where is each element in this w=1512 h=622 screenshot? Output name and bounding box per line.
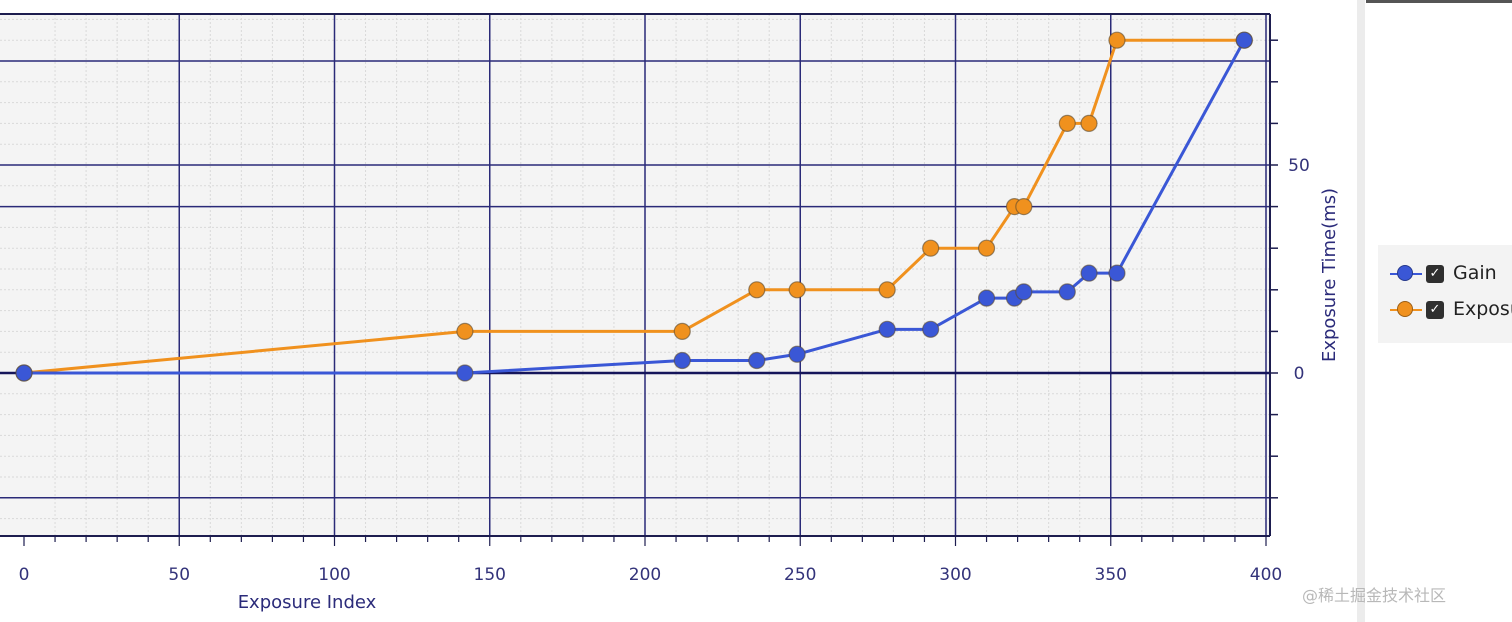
x-tick-label: 100 bbox=[318, 565, 350, 585]
data-point-gain bbox=[748, 351, 766, 370]
data-point-exposu bbox=[456, 322, 474, 340]
x-tick-label: 250 bbox=[784, 565, 816, 585]
data-point-exposu bbox=[922, 239, 940, 257]
data-point-exposu bbox=[977, 239, 996, 257]
data-point-exposu bbox=[1058, 114, 1076, 133]
data-point-exposu bbox=[878, 281, 896, 299]
y-tick-label: 50 bbox=[1288, 156, 1310, 176]
data-point-exposu bbox=[748, 281, 766, 299]
y-tick-label: 0 bbox=[1294, 364, 1305, 384]
data-point-gain bbox=[1015, 283, 1033, 301]
data-point-gain bbox=[456, 364, 474, 382]
x-tick-label: 50 bbox=[168, 565, 190, 585]
data-point-exposu bbox=[1015, 198, 1033, 216]
x-axis-ticks bbox=[23, 536, 1267, 546]
x-tick-label: 150 bbox=[474, 565, 506, 585]
watermark: @稀土掘金技术社区 bbox=[1302, 586, 1447, 605]
chart: 0 50 100 150 200 250 300 350 400 0 50 Exposure Ind… bbox=[0, 13, 1340, 613]
x-tick-label: 400 bbox=[1250, 565, 1282, 585]
right-axis-ticks bbox=[1270, 39, 1278, 499]
x-tick-label: 300 bbox=[939, 565, 971, 585]
data-point-gain bbox=[1080, 264, 1098, 282]
data-point-gain bbox=[1235, 31, 1253, 49]
data-point-gain bbox=[878, 320, 896, 338]
data-point-gain bbox=[788, 345, 806, 363]
tick-labels: 0 50 100 150 200 250 300 350 400 0 50 bbox=[19, 156, 1310, 585]
data-point-gain bbox=[673, 351, 691, 370]
data-point-exposu bbox=[673, 322, 691, 340]
x-axis-title: Exposure Index bbox=[238, 592, 377, 613]
legend-item-gain[interactable]: ✓ Gain bbox=[1378, 259, 1512, 289]
plot-background bbox=[0, 14, 1270, 536]
data-point-exposu bbox=[1080, 114, 1098, 133]
x-tick-label: 0 bbox=[19, 565, 30, 585]
data-point-gain bbox=[977, 289, 996, 307]
data-point-gain bbox=[1108, 264, 1126, 282]
legend-item-exposure[interactable]: ✓ Exposu bbox=[1378, 295, 1512, 325]
panel-divider[interactable] bbox=[1357, 0, 1365, 622]
data-point-exposu bbox=[1108, 31, 1126, 49]
data-point-gain bbox=[922, 320, 940, 338]
data-point-gain bbox=[15, 364, 33, 382]
data-point-gain bbox=[1058, 283, 1076, 301]
legend-label: Gain bbox=[1453, 262, 1497, 284]
legend-marker bbox=[1397, 265, 1413, 281]
y-axis-title: Exposure Time(ms) bbox=[1319, 188, 1340, 362]
legend-marker bbox=[1397, 301, 1413, 317]
data-point-exposu bbox=[788, 281, 806, 299]
checkbox-checked-icon[interactable]: ✓ bbox=[1426, 265, 1444, 283]
panel-top-border bbox=[1366, 0, 1512, 3]
legend-label: Exposu bbox=[1453, 298, 1512, 320]
x-tick-label: 200 bbox=[629, 565, 661, 585]
series-layer bbox=[15, 31, 1253, 382]
x-tick-label: 350 bbox=[1095, 565, 1127, 585]
minor-grid bbox=[0, 14, 1270, 536]
major-grid bbox=[0, 14, 1270, 536]
checkbox-checked-icon[interactable]: ✓ bbox=[1426, 301, 1444, 319]
legend: ✓ Gain ✓ Exposu bbox=[1378, 245, 1512, 343]
